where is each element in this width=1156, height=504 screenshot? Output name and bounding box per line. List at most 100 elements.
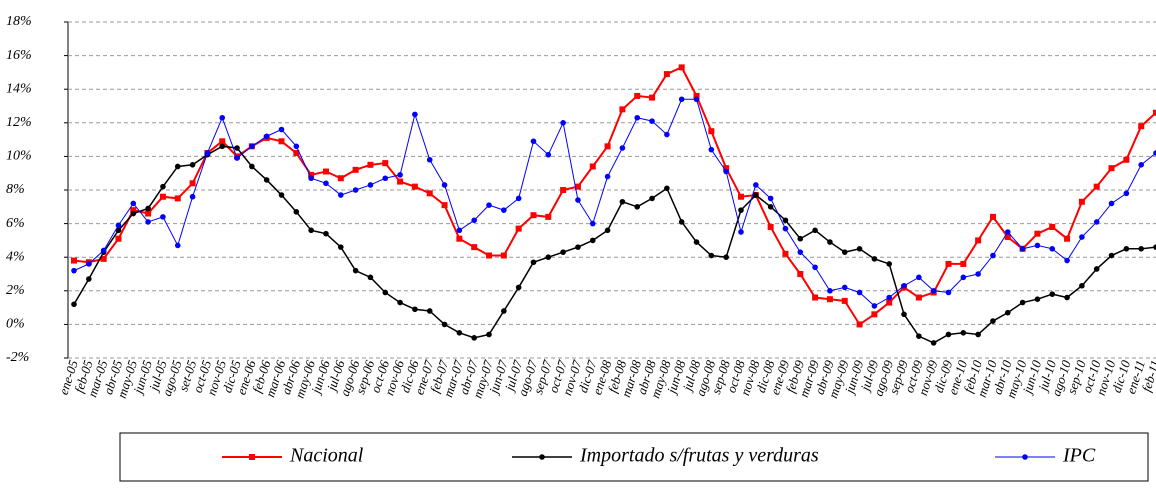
marker [782,250,789,257]
y-tick-label: 18% [6,14,32,29]
marker [441,321,448,328]
marker [263,133,270,140]
marker [989,213,996,220]
marker [160,214,166,220]
marker [411,183,418,190]
marker [441,202,448,209]
marker [174,163,181,170]
marker [397,172,403,178]
marker [308,175,314,182]
marker [471,217,477,224]
marker [960,330,967,336]
marker [723,254,729,260]
marker [886,294,893,301]
x-axis: ene-05feb-05mar-05abr-05may-05jun-05jul-… [56,358,1156,400]
marker [723,165,730,172]
marker [204,150,211,156]
marker [1123,156,1130,163]
marker [1064,294,1070,301]
marker [649,94,656,101]
marker [219,138,226,145]
marker [664,131,670,138]
marker [159,193,166,200]
marker [530,259,537,266]
marker [930,288,937,294]
marker [1049,223,1056,230]
marker [767,195,774,202]
marker [886,261,893,267]
marker [1093,266,1100,272]
marker [1108,252,1115,259]
marker [456,330,463,336]
marker [767,204,774,210]
marker [412,306,418,313]
marker [71,257,77,264]
marker [441,182,448,188]
legend-label: Nacional [289,445,364,467]
marker [738,229,744,235]
marker [1108,165,1115,172]
series-line [73,66,1156,326]
marker [515,284,522,291]
marker [560,249,566,255]
marker [189,180,196,187]
marker [426,308,433,314]
marker [812,227,818,234]
marker [145,210,152,217]
marker [367,274,374,281]
marker [397,178,404,185]
marker [975,331,981,338]
marker [71,301,77,308]
marker [1108,200,1115,207]
marker [856,321,863,328]
marker [486,252,493,259]
legend-label: Importado s/frutas y verduras [579,445,819,467]
marker [426,190,433,197]
marker [930,340,937,346]
marker [456,235,463,242]
marker [1004,309,1011,316]
marker [663,71,670,78]
marker [619,145,626,151]
marker [960,260,967,267]
marker [323,230,329,237]
marker [975,271,981,277]
marker [975,237,982,244]
marker [960,274,967,281]
marker [86,276,92,282]
marker [515,195,522,202]
marker [856,289,863,296]
marker [352,166,359,173]
marker [1093,219,1100,225]
grid: -2% 0% 2% 4% 6% 8% 10% 12% 14% 16% 18% [6,14,1156,365]
marker [515,225,522,232]
marker [1153,109,1156,116]
marker [1079,234,1085,240]
marker [575,197,581,203]
marker [678,96,685,103]
marker [471,244,478,251]
marker [530,212,537,219]
marker [560,120,566,126]
marker [189,193,196,200]
y-tick-label: 2% [6,283,25,298]
marker [604,143,611,150]
marker [100,255,107,262]
marker [708,252,715,259]
marker [797,235,804,242]
marker [1034,296,1041,303]
marker [278,192,285,198]
marker [574,183,581,190]
marker [990,252,996,259]
marker [234,155,240,161]
marker [797,249,804,255]
marker [871,256,878,262]
marker [530,138,537,145]
marker [1064,235,1071,242]
marker [990,318,996,324]
marker [634,92,641,99]
marker [500,252,507,259]
marker [545,213,552,220]
marker [782,225,789,232]
marker [797,271,804,277]
